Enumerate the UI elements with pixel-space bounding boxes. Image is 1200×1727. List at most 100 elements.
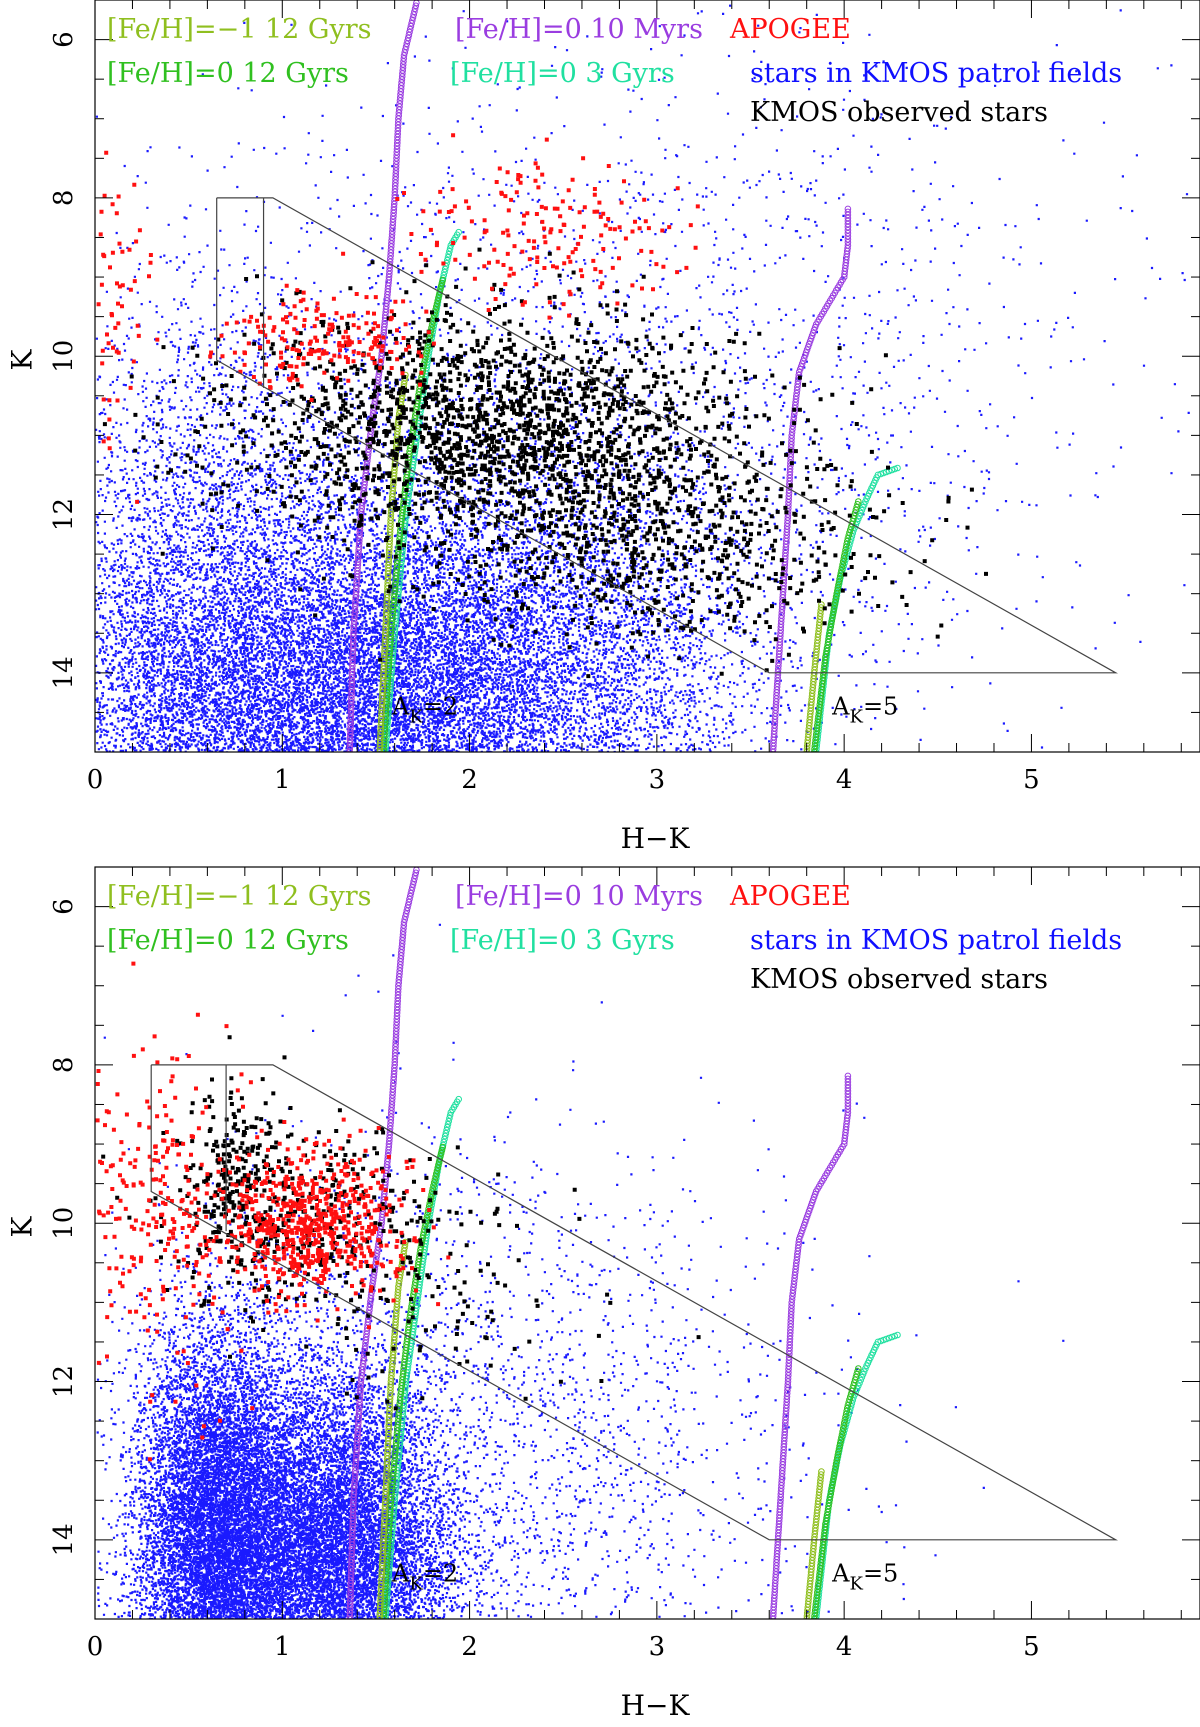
isochrone-point	[392, 572, 400, 580]
isochrone-point	[412, 869, 420, 877]
isochrone-point	[400, 52, 408, 59]
isochrone-point	[388, 1098, 396, 1105]
isochrone-point	[439, 276, 447, 284]
y-tick-label: 14	[49, 1523, 79, 1556]
isochrone-point	[799, 357, 807, 365]
y-tick-label: 8	[49, 190, 79, 207]
isochrone-point	[841, 549, 849, 557]
isochrone-point	[885, 1334, 893, 1342]
isochrone-point	[391, 1058, 399, 1066]
isochrone-point	[387, 1116, 395, 1123]
isochrone-point	[787, 1326, 794, 1334]
isochrone-point	[433, 300, 441, 308]
isochrone-point	[441, 1132, 449, 1140]
legend-entry: [Fe/H]=0 12 Gyrs	[107, 925, 349, 956]
isochrone-point	[391, 1454, 399, 1462]
isochrone-point	[389, 1086, 397, 1093]
isochrone-point	[810, 326, 818, 334]
isochrone-point	[387, 1122, 394, 1130]
isochrone-point	[785, 1369, 792, 1376]
legend-entry: KMOS observed stars	[750, 964, 1048, 995]
extinction-annotation: AK=5	[831, 692, 898, 727]
isochrone-point	[817, 1471, 825, 1478]
isochrone-point	[832, 593, 840, 601]
isochrone-point	[844, 1072, 852, 1080]
isochrone-point	[888, 1333, 896, 1341]
isochrone-point	[392, 1034, 400, 1041]
isochrone-point	[821, 656, 829, 664]
isochrone-point	[436, 1155, 444, 1163]
isochrone-point	[389, 605, 397, 613]
isochrone-point	[394, 139, 401, 147]
isochrone-point	[392, 176, 399, 183]
isochrone-point	[822, 650, 830, 658]
isochrone-point	[803, 1213, 811, 1220]
isochrone-point	[822, 1520, 829, 1528]
isochrone-point	[398, 82, 405, 89]
isochrone-point	[823, 647, 830, 655]
isochrone-point	[412, 1279, 419, 1286]
legend-entry: [Fe/H]=0 10 Myrs	[455, 881, 703, 912]
isochrone-point	[786, 1347, 793, 1355]
isochrone-point	[396, 970, 403, 978]
isochrone-point	[389, 219, 397, 226]
isochrone-point	[389, 222, 397, 229]
isochrone-point	[787, 1320, 795, 1327]
isochrone-point	[394, 994, 402, 1002]
y-tick-label: 8	[49, 1057, 79, 1074]
isochrone-point	[393, 563, 401, 571]
y-tick-label: 12	[49, 498, 79, 531]
isochrone-point	[838, 567, 845, 574]
isochrone-point	[847, 526, 854, 534]
isochrone-point	[811, 324, 819, 331]
isochrone-point	[801, 1219, 809, 1226]
isochrone-point	[809, 329, 817, 337]
isochrone-point	[385, 1140, 393, 1148]
isochrone-point	[841, 1416, 849, 1424]
isochrone-point	[850, 1382, 857, 1389]
isochrone-point	[395, 539, 403, 546]
kmos-observed-stars	[102, 247, 988, 679]
isochrone-point	[444, 256, 451, 264]
isochrone-point	[444, 1121, 452, 1128]
isochrone-point	[401, 916, 409, 923]
isochrone-point	[826, 1496, 834, 1504]
isochrone-point	[880, 1336, 887, 1344]
isochrone-point	[831, 1469, 838, 1476]
isochrone-point	[877, 1337, 885, 1345]
isochrone-point	[394, 988, 402, 996]
isochrone-point	[424, 344, 431, 352]
isochrone-point	[391, 1049, 399, 1056]
isochrone-point	[388, 234, 396, 241]
isochrone-point	[391, 182, 399, 189]
isochrone-point	[790, 1281, 798, 1288]
isochrone-point	[785, 1360, 793, 1367]
isochrone-point	[799, 1224, 807, 1232]
isochrone-point	[411, 875, 418, 883]
isochrone-point	[394, 991, 402, 999]
isochrone-point	[788, 1296, 796, 1303]
legend-entry: [Fe/H]=0 3 Gyrs	[450, 925, 675, 956]
apogee-stars	[95, 961, 451, 1462]
plot-area	[95, 867, 1065, 1619]
isochrone-point	[825, 632, 833, 640]
isochrone-point	[787, 1317, 795, 1324]
isochrone-point	[392, 1040, 400, 1047]
isochrone-point	[844, 220, 852, 228]
isochrone-point	[428, 321, 436, 328]
isochrone-3	[812, 1331, 901, 1619]
isochrone-point	[406, 25, 414, 33]
isochrone-point	[393, 158, 400, 165]
isochrone-point	[874, 471, 882, 479]
isochrone-point	[438, 1146, 446, 1154]
isochrone-point	[800, 1221, 808, 1229]
isochrone-point	[802, 349, 810, 356]
isochrone-point	[441, 268, 448, 276]
isochrone-point	[795, 1238, 803, 1246]
y-tick-label: 6	[49, 898, 79, 915]
isochrone-point	[445, 1118, 453, 1125]
isochrone-point	[785, 1372, 792, 1379]
isochrone-point	[369, 1277, 377, 1284]
isochrone-point	[825, 1502, 832, 1510]
isochrone-point	[403, 40, 411, 48]
